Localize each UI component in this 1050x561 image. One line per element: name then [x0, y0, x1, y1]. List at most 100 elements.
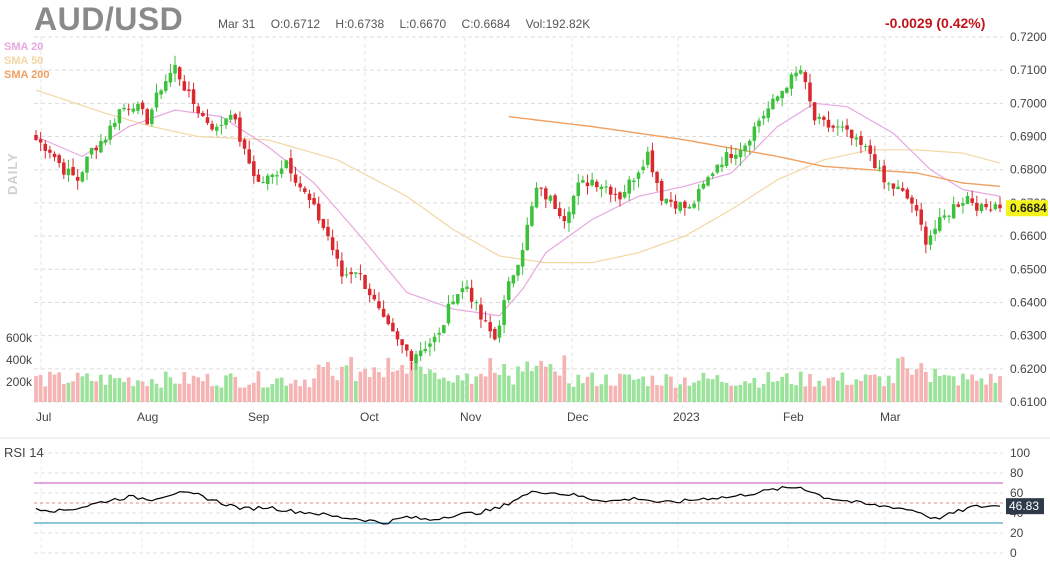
volume-bar	[479, 373, 483, 402]
price-tick-label: 0.6600	[1010, 229, 1047, 243]
volume-bar	[251, 382, 256, 402]
candle-body	[400, 339, 404, 346]
volume-bar	[905, 368, 910, 402]
volume-bar	[228, 373, 233, 402]
candle-body	[965, 195, 970, 204]
volume-bar	[75, 372, 80, 402]
candle-body	[548, 195, 553, 201]
candle-body	[840, 126, 845, 128]
candle-body	[993, 204, 998, 210]
volume-bar	[265, 387, 270, 402]
candle-body	[191, 89, 196, 104]
candle-body	[66, 168, 71, 176]
candle-body	[103, 139, 108, 143]
volume-bar	[423, 373, 428, 402]
volume-bar	[979, 378, 984, 402]
rsi-tick-label: 20	[1010, 526, 1024, 540]
volume-bar	[984, 384, 988, 402]
volume-bar	[812, 386, 817, 402]
candle-body	[293, 174, 298, 183]
candle-body	[428, 343, 432, 347]
volume-bar	[163, 371, 168, 402]
price-grid	[34, 36, 1003, 403]
candle-body	[159, 90, 163, 95]
candle-body	[812, 102, 817, 121]
time-tick-label: Jul	[36, 410, 51, 424]
volume-bar	[715, 375, 720, 402]
symbol-title: AUD/USD	[34, 1, 184, 37]
volume-bar	[367, 377, 372, 402]
volume-bar	[418, 366, 423, 402]
candle-body	[608, 186, 613, 195]
volume-bar	[789, 384, 794, 402]
close-value: C:0.6684	[461, 17, 511, 31]
time-tick-label: Mar	[880, 410, 901, 424]
volume-bar	[743, 381, 747, 402]
candle-body	[270, 174, 275, 178]
candle-body	[75, 176, 80, 181]
candle-body	[423, 348, 428, 352]
volume-bar	[650, 375, 655, 402]
candle-body	[544, 188, 548, 200]
candle-body	[710, 173, 715, 177]
volume-bar	[168, 377, 173, 402]
volume-bar	[126, 377, 131, 402]
volume-bar	[974, 380, 979, 402]
volume-bar	[307, 387, 312, 402]
volume-bar	[543, 366, 548, 402]
volume-bar	[729, 385, 734, 402]
volume-bar	[261, 387, 265, 402]
volume-bar	[57, 372, 62, 402]
candle-body	[488, 322, 492, 332]
volume-bar	[636, 378, 641, 402]
candle-body	[502, 300, 506, 326]
volume-bar	[590, 372, 595, 402]
candle-body	[785, 87, 789, 93]
candle-body	[891, 183, 896, 189]
volume-bar	[502, 363, 506, 402]
volume-bar	[757, 387, 761, 402]
rsi-tick-label: 60	[1010, 486, 1024, 500]
candle-body	[363, 275, 367, 290]
volume-bar	[191, 375, 196, 402]
volume-bar	[187, 383, 191, 402]
volume-bar	[279, 377, 284, 402]
candle-body	[627, 179, 631, 194]
volume-bar	[395, 370, 400, 402]
time-tick-label: Dec	[567, 410, 588, 424]
volume-bar	[706, 378, 710, 402]
volume-bar	[849, 384, 854, 402]
candle-body	[349, 272, 353, 275]
candle-body	[196, 106, 200, 114]
candle-body	[201, 112, 205, 117]
volume-bar	[530, 370, 534, 402]
time-tick-label: Sep	[248, 410, 270, 424]
candle-body	[377, 301, 381, 309]
candle-body	[145, 109, 149, 125]
candle-body	[57, 155, 61, 164]
volume-bar	[664, 374, 669, 402]
candle-body	[798, 70, 803, 74]
volume-bar	[928, 382, 933, 402]
volume-bar	[270, 383, 275, 402]
rsi-value-tag	[1006, 498, 1044, 515]
volume-bar	[298, 386, 303, 402]
candle-body	[636, 172, 641, 179]
candle-body	[173, 64, 177, 74]
candle-body	[567, 211, 571, 224]
volume-bar	[488, 358, 493, 402]
volume-bar	[608, 385, 613, 402]
candle-body	[905, 189, 910, 199]
candle-body	[409, 351, 414, 362]
candle-body	[618, 192, 622, 200]
sma20-legend: SMA 20	[4, 41, 44, 53]
candle-body	[62, 162, 66, 175]
candle-body	[233, 114, 238, 120]
candle-body	[961, 203, 965, 206]
candle-body	[479, 304, 483, 320]
candle-body	[140, 102, 145, 109]
volume-bar	[335, 380, 340, 402]
volume-bar	[826, 378, 831, 402]
candle-body	[738, 150, 743, 158]
candle-body	[182, 81, 187, 91]
